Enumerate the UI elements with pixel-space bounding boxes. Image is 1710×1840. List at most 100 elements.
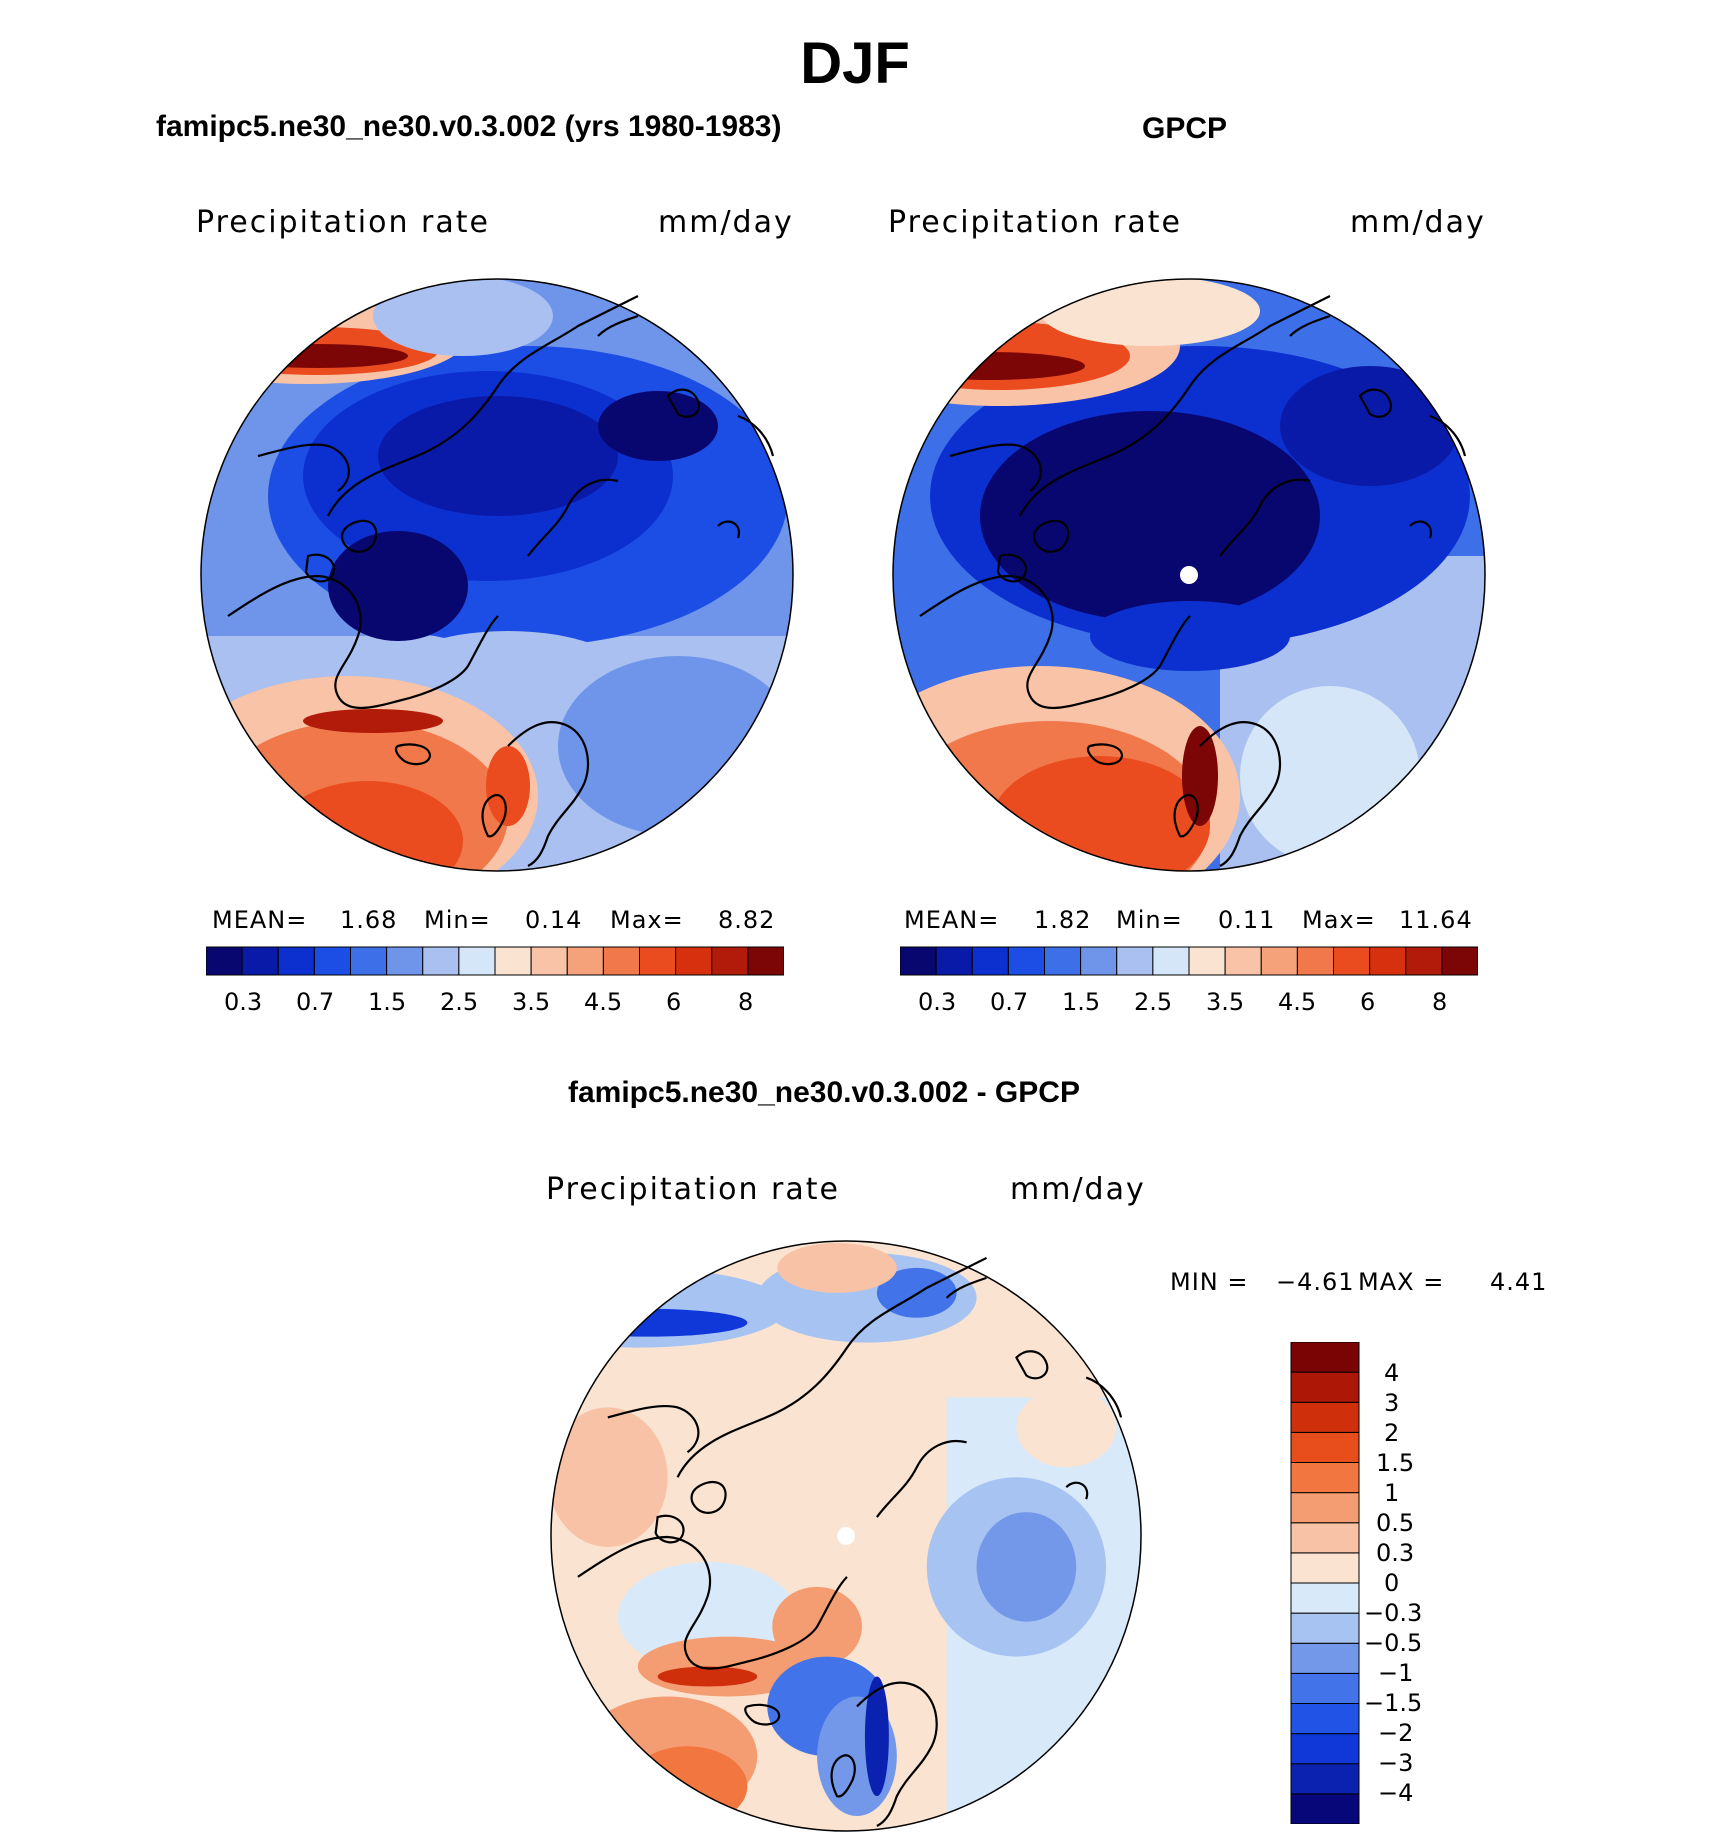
colorbar-swatch (277, 946, 315, 976)
panel-c-coastline (744, 1703, 781, 1726)
panel-b-region (1240, 686, 1420, 866)
panel-b-title: GPCP (1142, 112, 1228, 145)
panel-b-coastline (1219, 478, 1311, 557)
panel-c-tick: −0.5 (1364, 1629, 1423, 1657)
panel-a-coastline (257, 443, 350, 492)
colorbar-swatch (1224, 946, 1262, 976)
colorbar-swatch (1369, 946, 1407, 976)
panel-b-coastlines (919, 295, 1467, 867)
panel-c-pole-marker (837, 1527, 855, 1545)
panel-b-coastline (1173, 793, 1199, 838)
panel-a-region (558, 656, 793, 836)
panel-b-tick: 2.5 (1134, 988, 1173, 1016)
panel-b-mean-value: 1.82 (1034, 906, 1092, 934)
colorbar-swatch (241, 946, 279, 976)
colorbar-swatch (1290, 1431, 1360, 1463)
panel-a-coastlines (227, 295, 775, 867)
colorbar-swatch (1007, 946, 1045, 976)
figure-title: DJF (800, 31, 910, 96)
panel-a-title: famipc5.ne30_ne30.v0.3.002 (yrs 1980-198… (156, 110, 782, 143)
panel-b-region (1090, 601, 1290, 671)
colorbar-swatch (1290, 1672, 1360, 1704)
colorbar-swatch (1290, 1401, 1360, 1433)
panel-a-region (378, 396, 618, 516)
panel-c-tick: 0.5 (1376, 1509, 1415, 1537)
panel-a-coastline (597, 314, 639, 337)
colorbar-swatch (386, 946, 424, 976)
panel-b-pole-marker (1180, 566, 1198, 584)
colorbar-swatch (458, 946, 496, 976)
panel-c-tick: −0.3 (1364, 1599, 1423, 1627)
panel-c-min-label: MIN = (1170, 1268, 1249, 1296)
panel-b-units: mm/day (1350, 205, 1486, 240)
panel-c-tick: 3 (1384, 1389, 1400, 1417)
colorbar-swatch (494, 946, 532, 976)
panel-c-coastline (945, 1276, 987, 1299)
panel-b-min-value: 0.11 (1218, 906, 1276, 934)
panel-b-coastline (996, 553, 1028, 583)
panel-c-units: mm/day (1010, 1172, 1146, 1207)
panel-a-tick: 4.5 (584, 988, 623, 1016)
panel-a-coastline (394, 743, 432, 766)
colorbar-swatch (1290, 1733, 1360, 1765)
panel-b-coastline (1086, 743, 1124, 766)
colorbar-swatch (1290, 1371, 1360, 1403)
panel-b-colorbar (900, 946, 1478, 976)
panel-c-coastline (577, 1535, 848, 1670)
panel-a-field (201, 279, 793, 871)
panel-c-variable: Precipitation rate (546, 1172, 840, 1207)
colorbar-swatch (935, 946, 973, 976)
panel-b-map (892, 278, 1486, 872)
panel-b-coastline (1358, 388, 1393, 418)
panel-a-coastline (737, 414, 775, 457)
colorbar-swatch (313, 946, 351, 976)
colorbar-swatch (1290, 1492, 1360, 1524)
panel-a-region (598, 391, 718, 461)
panel-b-region (1040, 279, 1260, 346)
colorbar-swatch (1290, 1793, 1360, 1824)
panel-b-coastline (919, 574, 1191, 710)
panel-c-max-label: MAX = (1358, 1268, 1445, 1296)
panel-a-min-value: 0.14 (525, 906, 583, 934)
panel-c-tick: −2 (1378, 1719, 1414, 1747)
colorbar-swatch (1290, 1582, 1360, 1614)
panel-a-max-label: Max= (610, 906, 684, 934)
panel-a-region (228, 344, 408, 368)
colorbar-swatch (422, 946, 460, 976)
panel-c-coastline (830, 1754, 856, 1798)
panel-c-tick: 2 (1384, 1419, 1400, 1447)
colorbar-swatch (1441, 946, 1478, 976)
panel-c-region (657, 1666, 758, 1687)
panel-a-variable: Precipitation rate (196, 205, 490, 240)
panel-c-region (777, 1242, 897, 1293)
panel-a-region (303, 709, 443, 733)
panel-c-min-value: −4.61 (1276, 1268, 1355, 1296)
panel-b-mean-label: MEAN= (904, 906, 1000, 934)
panel-b-region (1280, 366, 1460, 486)
panel-a-tick: 3.5 (512, 988, 551, 1016)
colorbar-swatch (900, 946, 937, 976)
panel-b-coastline (1199, 721, 1282, 867)
panel-b-coastline (1409, 520, 1433, 539)
panel-a-coastline (481, 793, 507, 838)
panel-a-tick: 0.7 (296, 988, 335, 1016)
panel-b-coastline (949, 443, 1042, 492)
colorbar-swatch (1188, 946, 1226, 976)
panel-c-title: famipc5.ne30_ne30.v0.3.002 - GPCP (568, 1076, 1080, 1109)
panel-a-tick: 0.3 (224, 988, 263, 1016)
panel-c-tick: 0.3 (1376, 1539, 1415, 1567)
panel-c-coastline (856, 1681, 938, 1828)
panel-a-mean-label: MEAN= (212, 906, 308, 934)
panel-c-region (550, 1407, 668, 1547)
panel-a-tick: 8 (738, 988, 754, 1016)
panel-c-max-value: 4.41 (1490, 1268, 1548, 1296)
panel-c-tick: −1 (1378, 1659, 1414, 1687)
panel-b-tick: 4.5 (1278, 988, 1317, 1016)
panel-c-colorbar (1290, 1342, 1360, 1824)
panel-b-region (1182, 726, 1218, 826)
colorbar-swatch (1290, 1763, 1360, 1795)
panel-c-map-border (550, 1240, 1142, 1832)
colorbar-swatch (747, 946, 784, 976)
panel-a-max-value: 8.82 (718, 906, 776, 934)
panel-c-tick: 0 (1384, 1569, 1400, 1597)
